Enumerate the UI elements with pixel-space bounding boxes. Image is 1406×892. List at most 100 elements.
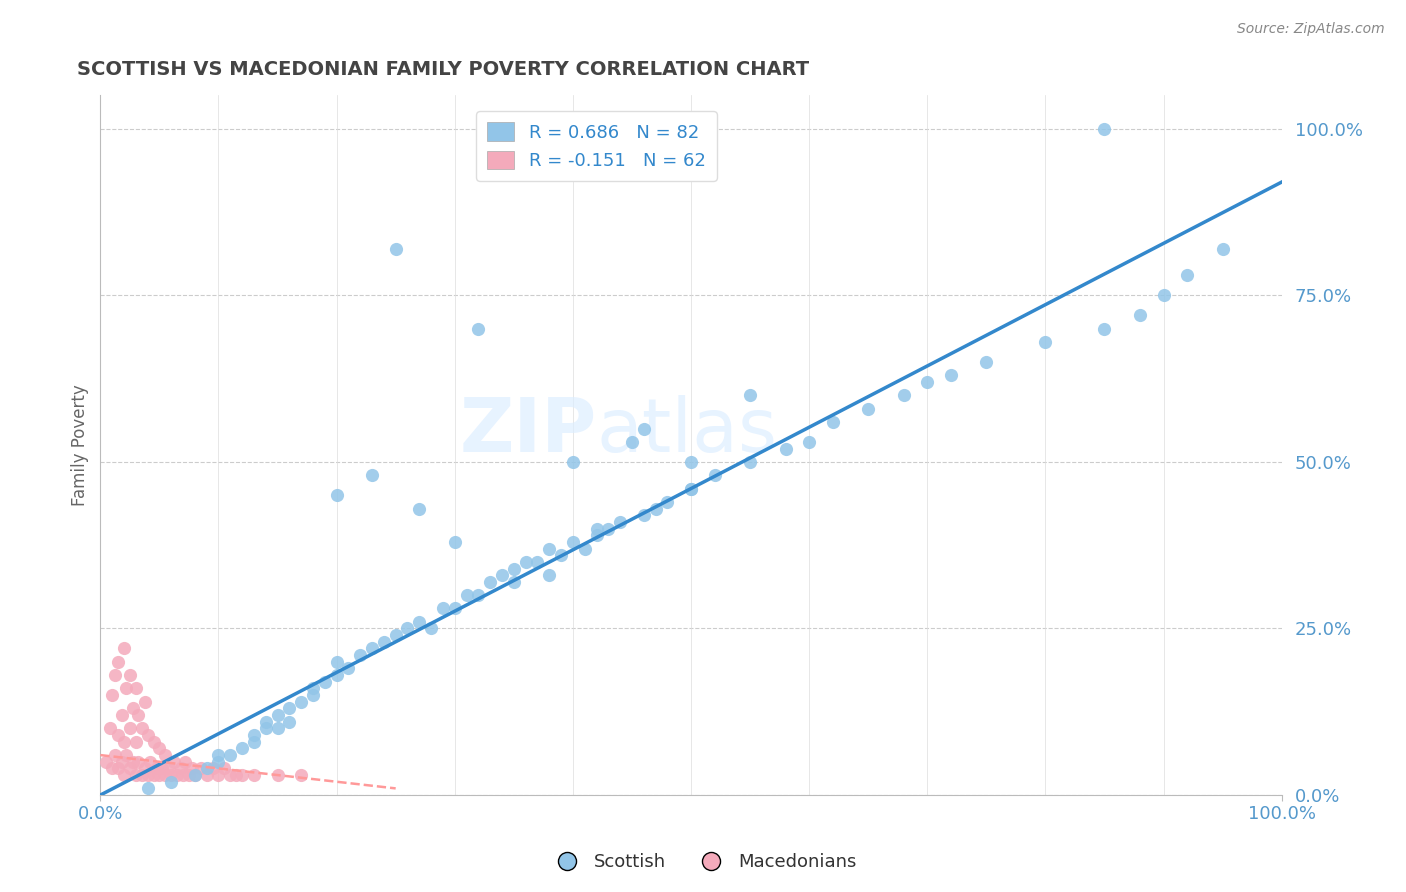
Point — [598, 522, 620, 536]
Point — [396, 622, 419, 636]
Point — [526, 555, 548, 569]
Point — [190, 761, 212, 775]
Point — [181, 761, 204, 775]
Point — [127, 755, 149, 769]
Point — [302, 681, 325, 696]
Point — [384, 242, 406, 256]
Point — [162, 755, 184, 769]
Point — [107, 728, 129, 742]
Point — [361, 641, 384, 656]
Legend: Scottish, Macedonians: Scottish, Macedonians — [541, 847, 865, 879]
Point — [131, 722, 153, 736]
Point — [96, 755, 118, 769]
Point — [644, 501, 666, 516]
Point — [118, 761, 141, 775]
Point — [467, 321, 489, 335]
Point — [1129, 308, 1152, 322]
Point — [775, 442, 797, 456]
Point — [420, 622, 443, 636]
Point — [1212, 242, 1234, 256]
Y-axis label: Family Poverty: Family Poverty — [72, 384, 89, 506]
Point — [195, 761, 218, 775]
Point — [136, 768, 159, 782]
Point — [110, 708, 132, 723]
Point — [219, 748, 242, 763]
Point — [225, 768, 247, 782]
Point — [122, 701, 145, 715]
Point — [479, 574, 502, 589]
Point — [107, 655, 129, 669]
Point — [155, 748, 177, 763]
Point — [107, 761, 129, 775]
Point — [443, 601, 465, 615]
Point — [122, 755, 145, 769]
Point — [136, 781, 159, 796]
Point — [243, 735, 266, 749]
Point — [679, 482, 702, 496]
Point — [266, 708, 288, 723]
Point — [155, 768, 177, 782]
Point — [893, 388, 915, 402]
Point — [679, 455, 702, 469]
Point — [103, 668, 125, 682]
Point — [207, 755, 229, 769]
Point — [266, 768, 288, 782]
Point — [139, 755, 162, 769]
Point — [177, 768, 200, 782]
Point — [620, 434, 643, 449]
Point — [207, 768, 229, 782]
Point — [148, 741, 170, 756]
Point — [170, 761, 193, 775]
Point — [302, 688, 325, 702]
Point — [633, 508, 655, 523]
Point — [738, 388, 761, 402]
Point — [160, 768, 183, 782]
Point — [101, 761, 124, 775]
Point — [231, 768, 253, 782]
Point — [657, 495, 679, 509]
Point — [432, 601, 454, 615]
Point — [136, 728, 159, 742]
Point — [538, 541, 561, 556]
Point — [278, 701, 301, 715]
Point — [337, 661, 360, 675]
Point — [821, 415, 844, 429]
Point — [502, 561, 524, 575]
Point — [917, 375, 939, 389]
Point — [134, 695, 156, 709]
Point — [219, 768, 242, 782]
Point — [278, 714, 301, 729]
Point — [160, 774, 183, 789]
Point — [214, 761, 236, 775]
Point — [115, 748, 138, 763]
Point — [290, 695, 312, 709]
Point — [703, 468, 725, 483]
Text: ZIP: ZIP — [460, 395, 596, 467]
Point — [148, 768, 170, 782]
Point — [254, 714, 277, 729]
Point — [166, 768, 188, 782]
Point — [585, 522, 607, 536]
Point — [201, 761, 224, 775]
Point — [110, 755, 132, 769]
Point — [103, 748, 125, 763]
Point — [118, 722, 141, 736]
Point — [101, 688, 124, 702]
Text: SCOTTISH VS MACEDONIAN FAMILY POVERTY CORRELATION CHART: SCOTTISH VS MACEDONIAN FAMILY POVERTY CO… — [77, 60, 808, 78]
Point — [325, 668, 347, 682]
Point — [502, 574, 524, 589]
Point — [585, 528, 607, 542]
Point — [408, 501, 430, 516]
Point — [314, 674, 336, 689]
Point — [939, 368, 962, 383]
Point — [325, 488, 347, 502]
Point — [115, 681, 138, 696]
Point — [146, 761, 169, 775]
Point — [290, 768, 312, 782]
Point — [491, 568, 513, 582]
Point — [515, 555, 537, 569]
Point — [172, 768, 194, 782]
Point — [1035, 334, 1057, 349]
Point — [174, 755, 197, 769]
Point — [1175, 268, 1198, 283]
